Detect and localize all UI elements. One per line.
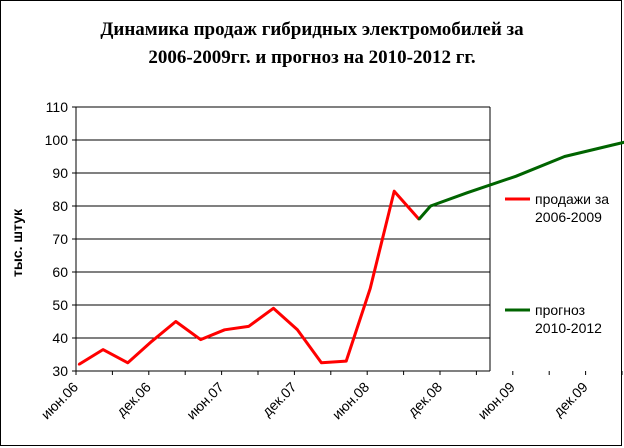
data-point-sales [369, 287, 372, 290]
y-tick-label: 90 [52, 165, 68, 181]
data-point-forecast [514, 175, 517, 178]
data-point-forecast [563, 155, 566, 158]
data-point-sales [393, 189, 396, 193]
y-tick-label: 30 [52, 363, 68, 379]
y-tick-label: 80 [52, 198, 68, 214]
data-point-forecast [429, 204, 432, 208]
y-tick-label: 100 [45, 132, 69, 148]
x-tick-label: июн.07 [183, 379, 227, 423]
y-axis-label: тыс. штук [9, 208, 25, 277]
legend-label-forecast-line-1: прогноз [535, 302, 585, 318]
data-point-sales [101, 348, 105, 351]
legend-label-forecast-line-2: 2010-2012 [535, 320, 602, 336]
y-tick-label: 70 [52, 231, 68, 247]
x-tick-label: июн.06 [38, 379, 82, 423]
data-point-sales [174, 320, 178, 323]
y-tick-label: 50 [52, 297, 68, 313]
legend-label-sales-line-1: продажи за [535, 191, 609, 207]
data-point-sales [199, 338, 202, 341]
x-tick-label: дек.06 [113, 379, 154, 420]
x-tick-label: дек.08 [404, 379, 445, 420]
x-tick-label: дек.07 [259, 379, 300, 420]
data-point-forecast [611, 143, 614, 147]
data-point-sales [150, 340, 153, 343]
data-point-forecast [465, 191, 469, 194]
x-tick-label: дек.09 [550, 379, 591, 420]
data-point-forecast [417, 218, 421, 221]
data-point-sales [223, 328, 226, 331]
data-point-sales [272, 307, 275, 310]
chart-title-line-2: 2006-2009гг. и прогноз на 2010-2012 гг. [148, 47, 476, 68]
data-point-sales [344, 359, 348, 363]
x-tick-label: июн.10 [620, 379, 624, 423]
y-tick-label: 110 [46, 99, 69, 115]
y-tick-label: 60 [52, 264, 68, 280]
data-point-sales [126, 361, 129, 364]
chart-title-line-1: Динамика продаж гибридных электромобилей… [100, 19, 524, 40]
data-point-sales [247, 325, 250, 328]
chart-title: Динамика продаж гибридных электромобилей… [0, 16, 624, 72]
data-point-sales [77, 363, 81, 366]
y-tick-label: 40 [52, 330, 68, 346]
series-line-forecast [417, 140, 624, 221]
x-tick-label: июн.08 [329, 379, 373, 423]
data-point-sales [296, 328, 299, 331]
legend-label-sales-line-2: 2006-2009 [535, 209, 602, 225]
x-tick-label: июн.09 [474, 379, 518, 423]
data-point-sales [320, 361, 323, 364]
